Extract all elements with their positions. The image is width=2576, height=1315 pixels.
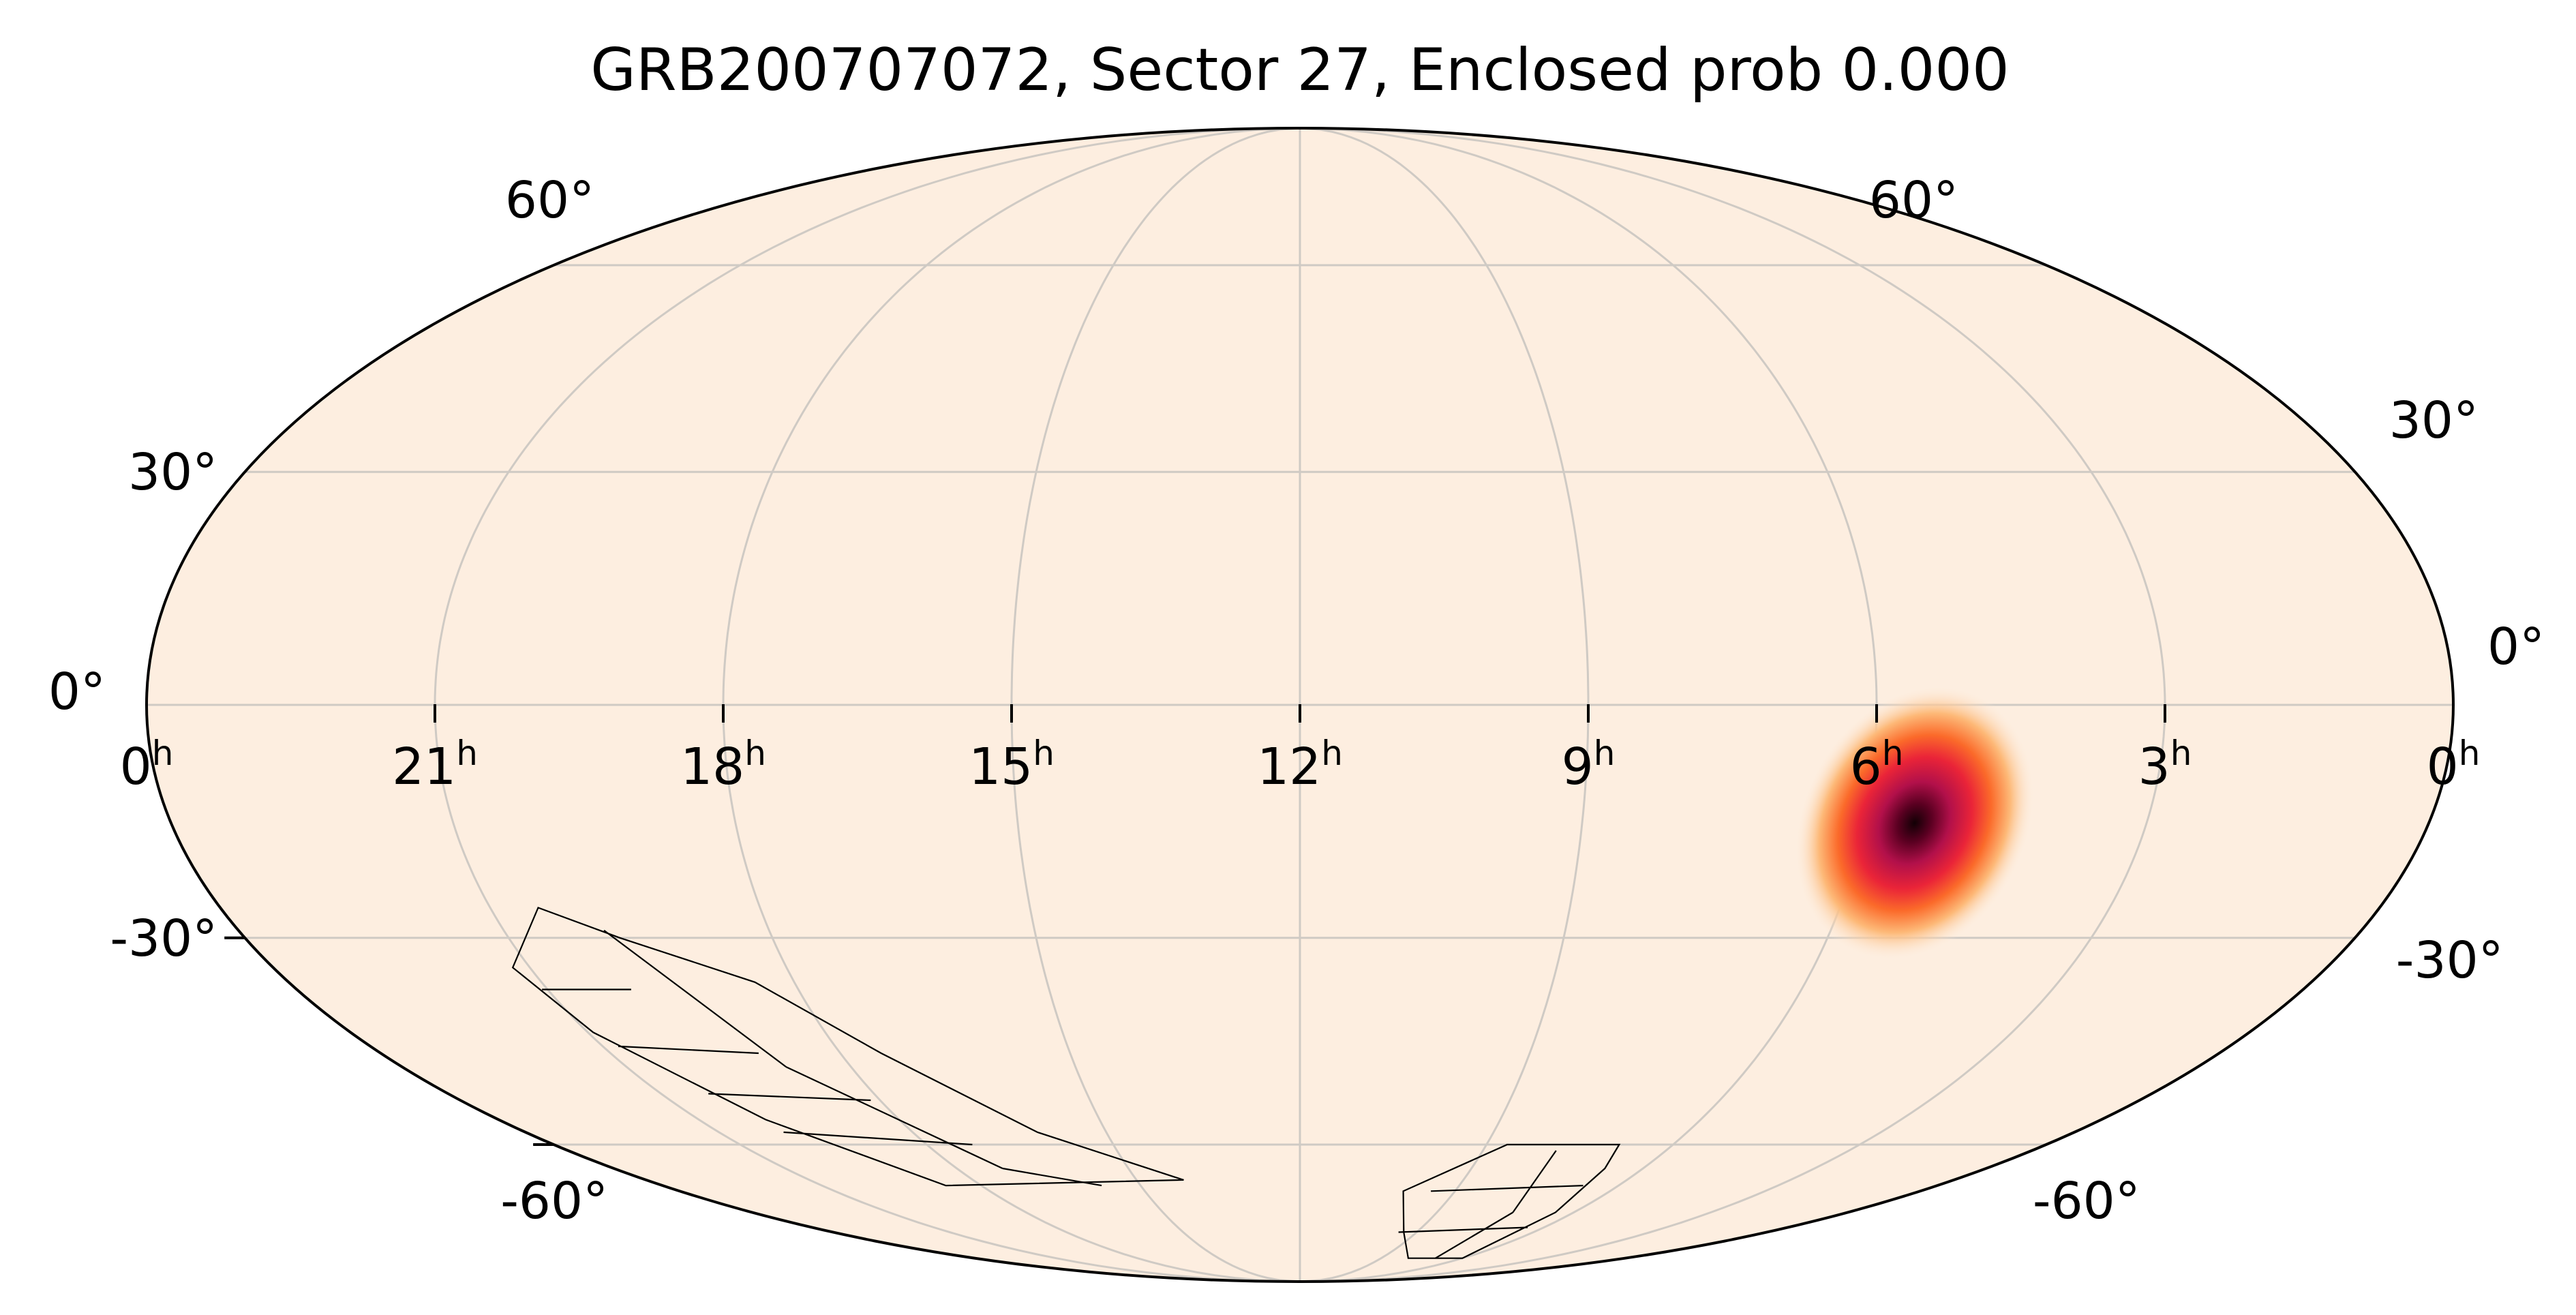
dec-tick-label-left: -60° — [500, 1172, 608, 1230]
ra-tick-label: 0h — [2427, 734, 2481, 796]
tess-ccd-divider — [1002, 1167, 1102, 1187]
tess-ccd-divider — [1431, 1185, 1584, 1192]
map-title: GRB200707072, Sector 27, Enclosed prob 0… — [590, 36, 2010, 104]
tess-ccd-divider — [1435, 1211, 1513, 1259]
map-outline — [145, 127, 2455, 1283]
dec-tick-label-right: -60° — [2033, 1172, 2140, 1230]
tess-ccd-divider — [618, 1045, 759, 1055]
dec-tick-label-left: 60° — [505, 171, 594, 230]
ra-tick-labels: 0h 21h 18h 15h 12h 9h 6h 3h 0h — [120, 734, 2481, 796]
dec-tick-labels-left: 60° 30° 0° -30° -60° — [48, 171, 608, 1230]
dec-tick-label-right: -30° — [2396, 931, 2504, 990]
ra-tick-label: 21h — [392, 734, 478, 796]
axis-ticks — [224, 704, 2166, 1146]
ra-tick-label: 12h — [1257, 734, 1343, 796]
ra-tick-label: 6h — [1850, 734, 1904, 796]
ra-tick-label: 15h — [969, 734, 1055, 796]
ra-tick-label: 9h — [1562, 734, 1616, 796]
dec-tick-labels-right: 60° 30° 0° -30° -60° — [1869, 171, 2545, 1230]
tess-footprints — [511, 907, 1621, 1259]
dec-tick-label-right: 0° — [2487, 618, 2545, 676]
tess-ccd-divider — [1398, 1226, 1528, 1233]
ra-tick-label: 18h — [680, 734, 766, 796]
dec-tick-label-right: 60° — [1869, 171, 1958, 230]
probability-region — [1795, 685, 2035, 961]
tess-ccd-divider — [785, 1066, 1003, 1169]
dec-tick-label-right: 30° — [2389, 391, 2479, 450]
tess-ccd-footprint — [1402, 1143, 1621, 1259]
tess-ccd-divider — [783, 1131, 973, 1146]
dec-tick-label-left: -30° — [110, 909, 217, 968]
dec-tick-label-left: 0° — [48, 663, 106, 721]
tess-ccd-divider — [1512, 1150, 1557, 1213]
dec-tick-label-left: 30° — [128, 443, 217, 502]
probability-peak — [1795, 685, 2035, 961]
tess-ccd-divider — [603, 929, 787, 1068]
tess-ccd-footprint — [511, 907, 1184, 1187]
ra-tick-label: 3h — [2138, 734, 2192, 796]
tess-ccd-divider — [708, 1093, 871, 1102]
ra-tick-label: 0h — [120, 734, 174, 796]
